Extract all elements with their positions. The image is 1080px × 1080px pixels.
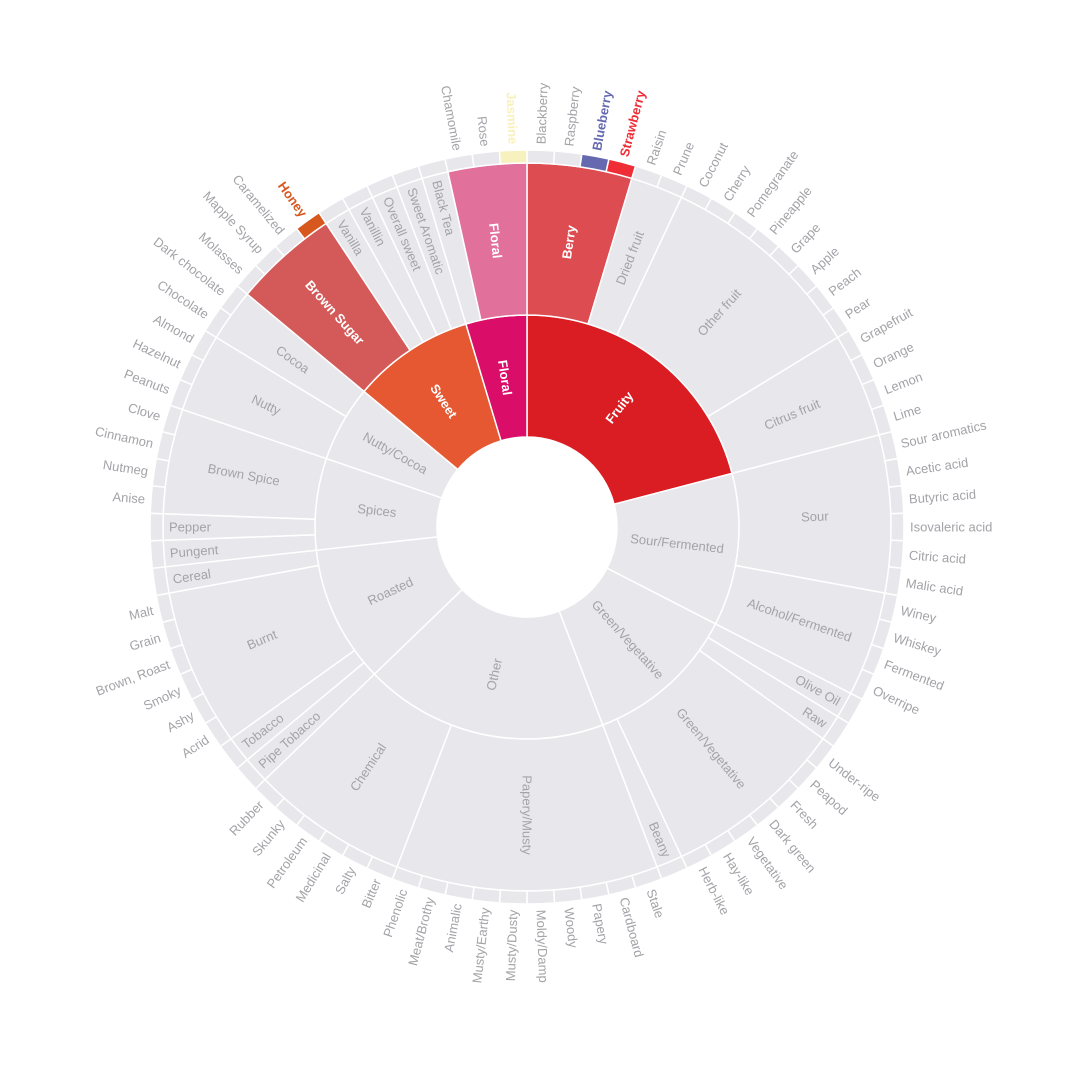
segment-anise[interactable]: [149, 484, 167, 515]
segment-citric-acid[interactable]: [887, 539, 905, 570]
label-bitter: Bitter: [358, 876, 384, 910]
label-pear: Pear: [842, 294, 874, 322]
label-cardboard: Cardboard: [617, 896, 647, 959]
label-phenolic: Phenolic: [380, 887, 410, 940]
segment-jasmine[interactable]: [498, 149, 528, 165]
label-grain: Grain: [128, 630, 163, 654]
segment-musty-dusty[interactable]: [498, 889, 528, 905]
label-musty-earthy: Musty/Earthy: [469, 906, 492, 984]
label-smoky: Smoky: [141, 683, 184, 714]
label-cinnamon: Cinnamon: [94, 424, 155, 452]
label-pomegranate: Pomegranate: [744, 148, 802, 220]
segment-woody[interactable]: [552, 886, 583, 904]
label-papery: Papery: [589, 902, 611, 946]
label-vegetative: Vegetative: [744, 834, 792, 892]
label-medicinal: Medicinal: [292, 850, 333, 905]
segment-isovaleric-acid[interactable]: [889, 512, 905, 542]
label-sour-aromatics: Sour aromatics: [899, 417, 988, 451]
label-fermented: Fermented: [882, 657, 946, 693]
label-salty: Salty: [332, 864, 359, 897]
label-acetic-acid: Acetic acid: [905, 455, 969, 479]
label-peanuts: Peanuts: [122, 366, 172, 397]
segment-musty-earthy[interactable]: [471, 886, 502, 904]
label-cherry: Cherry: [720, 162, 753, 204]
label-woody: Woody: [561, 907, 580, 949]
sunburst-arcs: [149, 149, 905, 905]
label-raspberry: Raspberry: [561, 85, 583, 147]
label-anise: Anise: [112, 489, 146, 506]
label-rubber: Rubber: [226, 797, 267, 839]
label-blueberry: Blueberry: [589, 89, 615, 152]
label-under-ripe: Under-ripe: [826, 755, 884, 804]
segment-moldy-damp[interactable]: [526, 889, 556, 905]
label-butyric-acid: Butyric acid: [908, 487, 976, 507]
label-acrid: Acrid: [179, 732, 212, 761]
segment-pepper-band[interactable]: [149, 512, 165, 542]
label-clove: Clove: [126, 400, 162, 424]
label-pineapple: Pineapple: [766, 183, 815, 237]
label-stale: Stale: [644, 887, 668, 920]
label-mapple-syrup: Mapple Syrup: [200, 188, 266, 256]
label-chamomile: Chamomile: [438, 84, 465, 151]
segment-butyric-acid[interactable]: [887, 484, 905, 515]
label-animalic: Animalic: [441, 902, 465, 954]
label-musty-dusty: Musty/Dusty: [503, 909, 521, 982]
label-raisin: Raisin: [644, 128, 670, 167]
label-peach: Peach: [826, 264, 864, 298]
label-dark-chocolate: Dark chocolate: [151, 234, 229, 299]
label-peapod: Peapod: [807, 777, 850, 818]
segment-pungent-band[interactable]: [149, 539, 167, 570]
label-moldy-damp: Moldy/Damp: [533, 909, 551, 982]
label-meat-brothy: Meat/Brothy: [405, 895, 437, 967]
label-dark-green: Dark green: [766, 817, 819, 876]
label-malic-acid: Malic acid: [905, 575, 964, 598]
label-nutmeg: Nutmeg: [102, 457, 149, 478]
label-jasmine: Jasmine: [504, 92, 521, 145]
label-overripe: Overripe: [871, 683, 923, 718]
label-almond: Almond: [151, 311, 197, 346]
label-petroleum: Petroleum: [264, 834, 311, 891]
segment-rose[interactable]: [471, 150, 502, 168]
label-fresh: Fresh: [787, 798, 821, 832]
label-citric-acid: Citric acid: [908, 547, 966, 566]
label-honey: Honey: [275, 179, 311, 221]
label-coconut: Coconut: [695, 140, 731, 190]
label-brown-roast: Brown, Roast: [94, 657, 173, 699]
label-orange: Orange: [871, 339, 917, 371]
label-strawberry: Strawberry: [617, 88, 649, 158]
label-malt: Malt: [128, 603, 156, 623]
label-chocolate: Chocolate: [155, 277, 212, 322]
label-lime: Lime: [892, 401, 923, 423]
label-caramelized: Caramelized: [230, 172, 288, 238]
label-winey: Winey: [899, 603, 938, 626]
label-lemon: Lemon: [882, 369, 924, 397]
label-whiskey: Whiskey: [892, 630, 944, 659]
label-grapefruit: Grapefruit: [857, 305, 915, 347]
label-herb-like: Herb-like: [695, 864, 732, 917]
segment-raspberry[interactable]: [552, 150, 583, 168]
label-blackberry: Blackberry: [533, 82, 550, 144]
label-ashy: Ashy: [164, 708, 197, 735]
label-rose: Rose: [474, 115, 492, 147]
label-hay-like: Hay-like: [720, 850, 757, 898]
label-apple: Apple: [807, 244, 842, 277]
label-molasses: Molasses: [196, 229, 247, 277]
label-prune: Prune: [670, 140, 697, 178]
label-isovaleric-acid: Isovaleric acid: [910, 520, 992, 535]
segment-blackberry[interactable]: [526, 149, 556, 165]
label-grape: Grape: [787, 220, 823, 256]
label-skunky: Skunky: [249, 816, 288, 859]
label-hazelnut: Hazelnut: [131, 336, 184, 372]
